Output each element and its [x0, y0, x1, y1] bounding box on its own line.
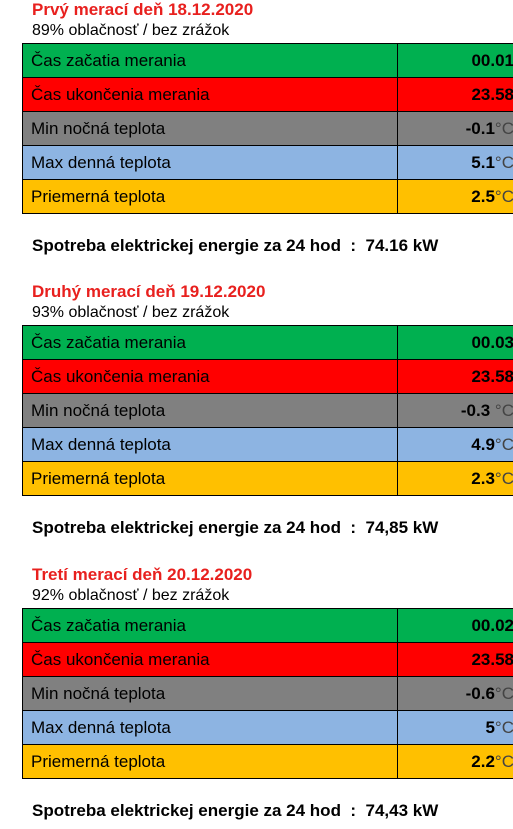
row-value: 5.1°C: [397, 145, 513, 180]
row-max-day-temp: Max denná teplota 5.1°C: [22, 145, 513, 180]
value-number: 00.01: [471, 51, 513, 70]
row-min-night-temp: Min nočná teplota -0.1°C: [22, 111, 513, 146]
energy-consumption: Spotreba elektrickej energie za 24 hod :…: [32, 801, 439, 820]
row-end-time: Čas ukončenia merania 23.58: [22, 359, 513, 394]
day-title: Tretí merací deň 20.12.2020: [32, 565, 253, 584]
value-number: -0.6: [465, 684, 495, 703]
row-value: 4.9°C: [397, 427, 513, 462]
row-label: Max denná teplota: [22, 145, 398, 180]
measurement-table: Čas začatia merania 00.01 Čas ukončenia …: [22, 43, 513, 214]
row-end-time: Čas ukončenia merania 23.58: [22, 77, 513, 112]
row-end-time: Čas ukončenia merania 23.58: [22, 642, 513, 677]
row-value: 00.01: [397, 43, 513, 78]
row-label: Priemerná teplota: [22, 179, 398, 214]
value-number: 4.9: [471, 435, 495, 454]
row-value: 5°C: [397, 710, 513, 745]
value-unit: °C: [494, 187, 513, 206]
row-label: Čas ukončenia merania: [22, 359, 398, 394]
row-start-time: Čas začatia merania 00.02: [22, 608, 513, 643]
value-number: 23.58: [471, 85, 513, 104]
value-unit: °C: [494, 469, 513, 488]
day-weather: 92% oblačnosť / bez zrážok: [32, 587, 230, 604]
row-value: 2.5°C: [397, 179, 513, 214]
row-label: Min nočná teplota: [22, 676, 398, 711]
value-unit: °C: [494, 718, 513, 737]
row-average-temp: Priemerná teplota 2.5°C: [22, 179, 513, 214]
row-label: Čas ukončenia merania: [22, 77, 398, 112]
value-number: 2.2: [471, 752, 495, 771]
day-weather: 93% oblačnosť / bez zrážok: [32, 304, 230, 321]
row-value: 2.2°C: [397, 744, 513, 779]
value-number: -0.1: [465, 119, 495, 138]
day-weather: 89% oblačnosť / bez zrážok: [32, 22, 230, 39]
value-number: 23.58: [471, 367, 513, 386]
row-label: Čas ukončenia merania: [22, 642, 398, 677]
value-unit: °C: [494, 684, 513, 703]
row-label: Priemerná teplota: [22, 744, 398, 779]
row-value: -0.3 °C: [397, 393, 513, 428]
measurement-table: Čas začatia merania 00.02 Čas ukončenia …: [22, 608, 513, 779]
row-start-time: Čas začatia merania 00.03: [22, 325, 513, 360]
row-value: -0.6°C: [397, 676, 513, 711]
row-start-time: Čas začatia merania 00.01: [22, 43, 513, 78]
row-value: 00.02: [397, 608, 513, 643]
row-value: 00.03: [397, 325, 513, 360]
value-number: -0.3: [460, 401, 491, 420]
row-value: 23.58: [397, 359, 513, 394]
value-number: 2.5: [471, 187, 495, 206]
energy-consumption: Spotreba elektrickej energie za 24 hod :…: [32, 236, 439, 255]
value-unit: °C: [494, 119, 513, 138]
row-average-temp: Priemerná teplota 2.3°C: [22, 461, 513, 496]
row-label: Min nočná teplota: [22, 111, 398, 146]
row-min-night-temp: Min nočná teplota -0.6°C: [22, 676, 513, 711]
value-number: 00.03: [471, 333, 513, 352]
day-title: Druhý merací deň 19.12.2020: [32, 282, 266, 301]
day-title: Prvý merací deň 18.12.2020: [32, 0, 254, 19]
value-number: 5: [485, 718, 495, 737]
row-average-temp: Priemerná teplota 2.2°C: [22, 744, 513, 779]
value-number: 23.58: [471, 650, 513, 669]
measurement-table: Čas začatia merania 00.03 Čas ukončenia …: [22, 325, 513, 496]
value-unit: °C: [494, 752, 513, 771]
row-label: Priemerná teplota: [22, 461, 398, 496]
row-max-day-temp: Max denná teplota 5°C: [22, 710, 513, 745]
value-unit: °C: [494, 435, 513, 454]
row-label: Čas začatia merania: [22, 43, 398, 78]
row-label: Čas začatia merania: [22, 608, 398, 643]
row-max-day-temp: Max denná teplota 4.9°C: [22, 427, 513, 462]
row-min-night-temp: Min nočná teplota -0.3 °C: [22, 393, 513, 428]
row-label: Čas začatia merania: [22, 325, 398, 360]
value-unit: °C: [494, 153, 513, 172]
row-label: Min nočná teplota: [22, 393, 398, 428]
energy-consumption: Spotreba elektrickej energie za 24 hod :…: [32, 518, 439, 537]
row-label: Max denná teplota: [22, 710, 398, 745]
value-unit: °C: [490, 401, 513, 420]
row-value: -0.1°C: [397, 111, 513, 146]
row-label: Max denná teplota: [22, 427, 398, 462]
value-number: 00.02: [471, 616, 513, 635]
row-value: 2.3°C: [397, 461, 513, 496]
value-number: 2.3: [471, 469, 495, 488]
value-number: 5.1: [471, 153, 495, 172]
row-value: 23.58: [397, 77, 513, 112]
row-value: 23.58: [397, 642, 513, 677]
